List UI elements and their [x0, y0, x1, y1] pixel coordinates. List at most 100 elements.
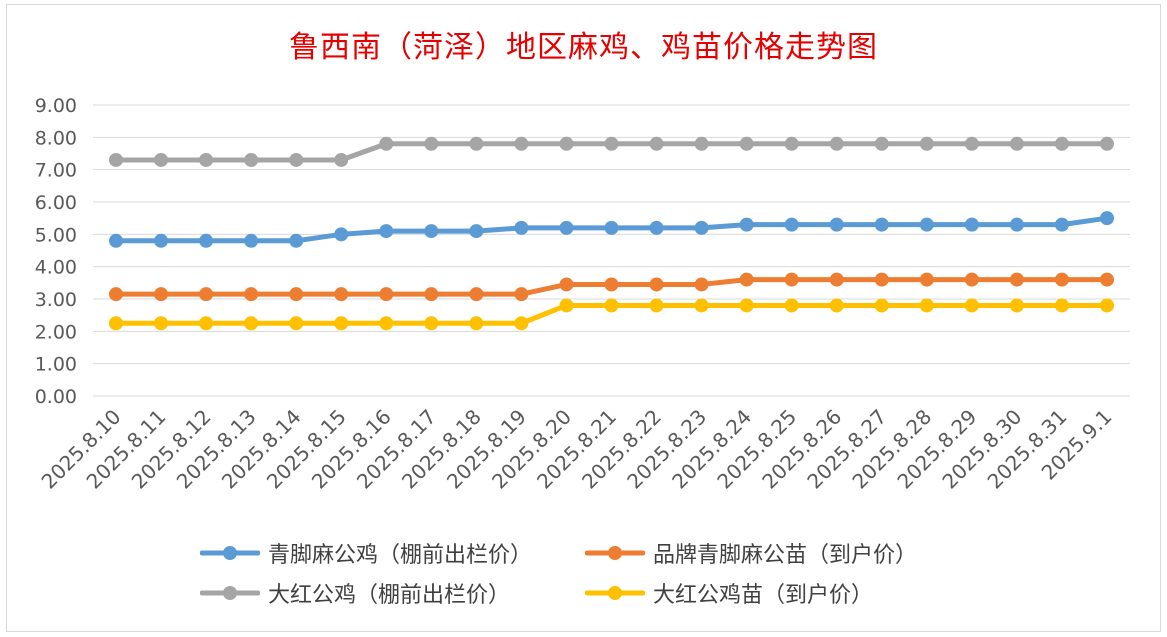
data-point [1054, 272, 1069, 287]
y-tick-label: 9.00 [35, 95, 77, 117]
y-axis-tick-labels: 0.00 1.00 2.00 3.00 4.00 5.00 6.00 7.00 8.00 9.00 [35, 95, 77, 408]
data-point [649, 220, 664, 235]
data-point [964, 272, 979, 287]
data-point [289, 287, 304, 302]
data-point [874, 272, 889, 287]
data-point [109, 233, 123, 248]
data-point [964, 298, 979, 313]
data-point [424, 316, 439, 331]
data-point [199, 287, 214, 302]
data-point [739, 217, 754, 232]
legend-label: 青脚麻公鸡（棚前出栏价） [268, 543, 533, 568]
data-point [1054, 217, 1069, 232]
data-point [199, 316, 214, 331]
chart-title: 鲁西南（菏泽）地区麻鸡、鸡苗价格走势图 [289, 30, 878, 65]
data-point [469, 224, 484, 239]
legend-item: 大红公鸡（棚前出栏价） [200, 578, 510, 608]
data-point [739, 136, 754, 151]
data-point [784, 217, 799, 232]
data-point [289, 233, 304, 248]
data-point [739, 272, 754, 287]
data-point [1054, 136, 1069, 151]
chart-frame [6, 4, 1161, 632]
data-point [694, 277, 709, 292]
data-point [694, 220, 709, 235]
data-point [964, 217, 979, 232]
data-point [784, 136, 799, 151]
data-point [1100, 298, 1114, 313]
data-point [514, 136, 529, 151]
legend-label: 大红公鸡（棚前出栏价） [268, 583, 511, 608]
y-tick-label: 7.00 [35, 160, 77, 182]
data-point [199, 152, 214, 167]
y-tick-label: 5.00 [35, 224, 77, 246]
data-point [1009, 136, 1024, 151]
data-point [694, 298, 709, 313]
data-point [154, 287, 169, 302]
data-point [604, 298, 619, 313]
data-point [199, 233, 214, 248]
data-point [649, 298, 664, 313]
y-tick-label: 4.00 [35, 257, 77, 279]
legend-swatch [585, 586, 645, 600]
data-point [964, 136, 979, 151]
data-point [379, 224, 394, 239]
y-tick-label: 8.00 [35, 127, 77, 149]
y-tick-label: 1.00 [35, 354, 77, 376]
data-point [469, 136, 484, 151]
data-point [559, 136, 574, 151]
x-axis-tick-labels: 2025.8.102025.8.112025.8.122025.8.132025… [37, 405, 1117, 494]
data-point [829, 272, 844, 287]
data-point [919, 272, 934, 287]
data-point [829, 217, 844, 232]
data-point [109, 152, 123, 167]
data-point [109, 287, 123, 302]
data-point [469, 287, 484, 302]
data-point [919, 136, 934, 151]
legend-item: 青脚麻公鸡（棚前出栏价） [200, 538, 532, 568]
data-point [244, 233, 259, 248]
data-point [1100, 136, 1114, 151]
legend-label: 品牌青脚麻公苗（到户价） [653, 543, 918, 568]
data-point [829, 136, 844, 151]
data-point [874, 217, 889, 232]
series-group [109, 272, 1114, 302]
data-point [154, 233, 169, 248]
legend-label: 大红公鸡苗（到户价） [653, 583, 874, 608]
legend-item: 品牌青脚麻公苗（到户价） [585, 538, 917, 568]
data-point [289, 152, 304, 167]
series-group [109, 298, 1114, 331]
data-point [379, 316, 394, 331]
data-point [469, 316, 484, 331]
data-point [874, 136, 889, 151]
data-point [649, 277, 664, 292]
data-point [244, 287, 259, 302]
data-point [784, 272, 799, 287]
data-point [514, 220, 529, 235]
y-tick-label: 3.00 [35, 289, 77, 311]
data-point [1009, 298, 1024, 313]
data-point [424, 224, 439, 239]
data-point [784, 298, 799, 313]
data-point [289, 316, 304, 331]
data-point [244, 152, 259, 167]
data-point [109, 316, 123, 331]
legend-swatch [200, 546, 260, 560]
legend-swatch [200, 586, 260, 600]
data-point [1054, 298, 1069, 313]
y-tick-label: 0.00 [35, 386, 77, 408]
data-point [649, 136, 664, 151]
series-lines [109, 136, 1114, 331]
data-point [154, 316, 169, 331]
series-group [109, 211, 1114, 248]
data-point [334, 152, 349, 167]
data-point [1100, 211, 1114, 226]
data-point [829, 298, 844, 313]
data-point [874, 298, 889, 313]
data-point [1009, 217, 1024, 232]
data-point [334, 287, 349, 302]
y-tick-label: 6.00 [35, 192, 77, 214]
data-point [694, 136, 709, 151]
data-point [379, 287, 394, 302]
